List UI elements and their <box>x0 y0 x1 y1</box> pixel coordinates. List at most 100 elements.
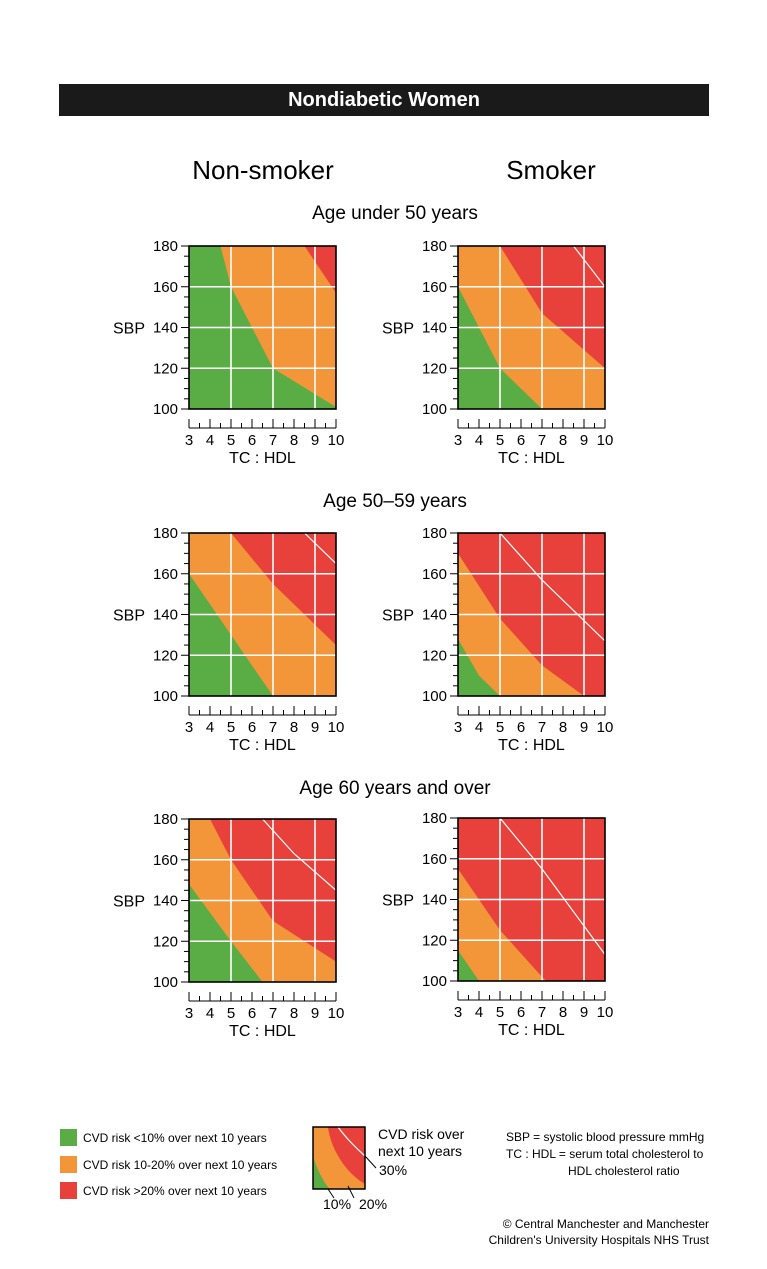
y-tick-label: 180 <box>422 810 447 827</box>
x-tick-label: 5 <box>496 719 504 736</box>
key-30-line <box>337 1126 366 1157</box>
y-tick-label: 100 <box>153 688 178 705</box>
risk-chart-2: 100 120 140 160 180 SBP 3 4 5 6 7 8 9 10 TC : HDL <box>382 238 614 467</box>
x-axis-label: TC : HDL <box>229 450 296 467</box>
x-axis-label: TC : HDL <box>229 1023 296 1040</box>
x-tick-label: 3 <box>454 1004 462 1021</box>
x-tick-label: 9 <box>580 1004 588 1021</box>
x-tick-label: 8 <box>290 1005 298 1022</box>
x-tick-label: 8 <box>290 719 298 736</box>
zone-low <box>458 818 479 981</box>
risk-30-line <box>304 533 336 565</box>
x-tick-label: 9 <box>311 432 319 449</box>
x-tick-label: 7 <box>538 432 546 449</box>
legend-label-high: CVD risk >20% over next 10 years <box>83 1183 267 1198</box>
risk-chart-1: 100 120 140 160 180 SBP 3 4 5 6 7 8 9 10 TC : HDL <box>113 238 345 467</box>
key-pointer-10 <box>327 1188 335 1199</box>
y-tick-label: 100 <box>422 688 447 705</box>
x-tick-label: 8 <box>559 719 567 736</box>
key-frame <box>312 1126 366 1190</box>
y-tick-label: 100 <box>153 974 178 991</box>
risk-chart-3: 100 120 140 160 180 SBP 3 4 5 6 7 8 9 10 TC : HDL <box>113 525 345 754</box>
y-tick-label: 140 <box>422 892 447 909</box>
x-tick-label: 5 <box>227 1005 235 1022</box>
y-tick-label: 180 <box>153 238 178 255</box>
definition-tc-hdl: TC : HDL = serum total cholesterol to <box>506 1147 704 1161</box>
x-tick-label: 9 <box>311 1005 319 1022</box>
y-axis-label: SBP <box>113 321 145 338</box>
x-tick-label: 10 <box>597 432 614 449</box>
y-tick-label: 180 <box>153 525 178 542</box>
y-tick-label: 120 <box>422 360 447 377</box>
y-tick-label: 120 <box>153 360 178 377</box>
y-tick-label: 160 <box>153 566 178 583</box>
key-diagram <box>312 1126 377 1199</box>
x-tick-label: 5 <box>227 432 235 449</box>
y-axis-label: SBP <box>382 321 414 338</box>
y-tick-label: 180 <box>153 811 178 828</box>
y-axis-label: SBP <box>113 608 145 625</box>
y-tick-label: 140 <box>153 607 178 624</box>
x-tick-label: 10 <box>328 719 345 736</box>
y-tick-label: 100 <box>153 401 178 418</box>
legend-swatch-high <box>60 1182 77 1199</box>
x-tick-label: 6 <box>248 719 256 736</box>
key-low-area <box>313 1156 330 1189</box>
y-axis-label: SBP <box>382 608 414 625</box>
key-text-line2: next 10 years <box>378 1143 463 1159</box>
y-tick-label: 160 <box>153 279 178 296</box>
risk-chart-5: 100 120 140 160 180 SBP 3 4 5 6 7 8 9 10 TC : HDL <box>113 811 345 1040</box>
key-label-10: 10% <box>323 1196 352 1212</box>
legend-item-high: CVD risk >20% over next 10 years <box>60 1182 267 1199</box>
y-tick-label: 100 <box>422 401 447 418</box>
x-tick-label: 9 <box>580 719 588 736</box>
y-tick-label: 120 <box>153 933 178 950</box>
definition-tc-hdl-cont: HDL cholesterol ratio <box>568 1164 680 1178</box>
y-tick-label: 180 <box>422 525 447 542</box>
x-tick-label: 3 <box>185 432 193 449</box>
x-tick-label: 4 <box>475 1004 483 1021</box>
x-tick-label: 3 <box>454 719 462 736</box>
x-tick-label: 3 <box>185 719 193 736</box>
zone-low <box>458 533 500 696</box>
x-axis-label: TC : HDL <box>498 737 565 754</box>
x-tick-label: 8 <box>290 432 298 449</box>
y-tick-label: 180 <box>422 238 447 255</box>
key-label-30: 30% <box>379 1162 408 1178</box>
legend-item-low: CVD risk <10% over next 10 years <box>60 1129 267 1146</box>
x-tick-label: 3 <box>454 432 462 449</box>
section-title-60-over: Age 60 years and over <box>299 778 491 799</box>
x-tick-label: 7 <box>269 1005 277 1022</box>
y-axis-label: SBP <box>382 893 414 910</box>
x-axis-label: TC : HDL <box>229 737 296 754</box>
x-tick-label: 6 <box>248 1005 256 1022</box>
y-tick-label: 160 <box>422 279 447 296</box>
x-tick-label: 4 <box>206 1005 214 1022</box>
y-tick-label: 120 <box>422 647 447 664</box>
copyright-line1: © Central Manchester and Manchester <box>502 1217 709 1231</box>
y-tick-label: 120 <box>422 932 447 949</box>
key-text-line1: CVD risk over <box>378 1126 465 1142</box>
x-tick-label: 10 <box>328 1005 345 1022</box>
x-tick-label: 10 <box>597 719 614 736</box>
key-pointer-30 <box>364 1155 377 1169</box>
x-tick-label: 9 <box>311 719 319 736</box>
key-text: CVD risk over next 10 years <box>378 1126 464 1160</box>
x-tick-label: 5 <box>496 432 504 449</box>
x-tick-label: 3 <box>185 1005 193 1022</box>
key-mid-area <box>313 1127 365 1189</box>
x-tick-label: 4 <box>206 719 214 736</box>
x-tick-label: 4 <box>475 719 483 736</box>
y-tick-label: 160 <box>153 852 178 869</box>
x-tick-label: 5 <box>496 1004 504 1021</box>
legend-swatch-mid <box>60 1156 77 1173</box>
x-tick-label: 10 <box>597 1004 614 1021</box>
y-tick-label: 140 <box>422 607 447 624</box>
y-tick-label: 140 <box>422 320 447 337</box>
definition-sbp: SBP = systolic blood pressure mmHg <box>506 1130 705 1144</box>
y-tick-label: 140 <box>153 320 178 337</box>
x-tick-label: 10 <box>328 432 345 449</box>
x-tick-label: 8 <box>559 432 567 449</box>
x-axis-label: TC : HDL <box>498 1022 565 1039</box>
y-axis-label: SBP <box>113 894 145 911</box>
